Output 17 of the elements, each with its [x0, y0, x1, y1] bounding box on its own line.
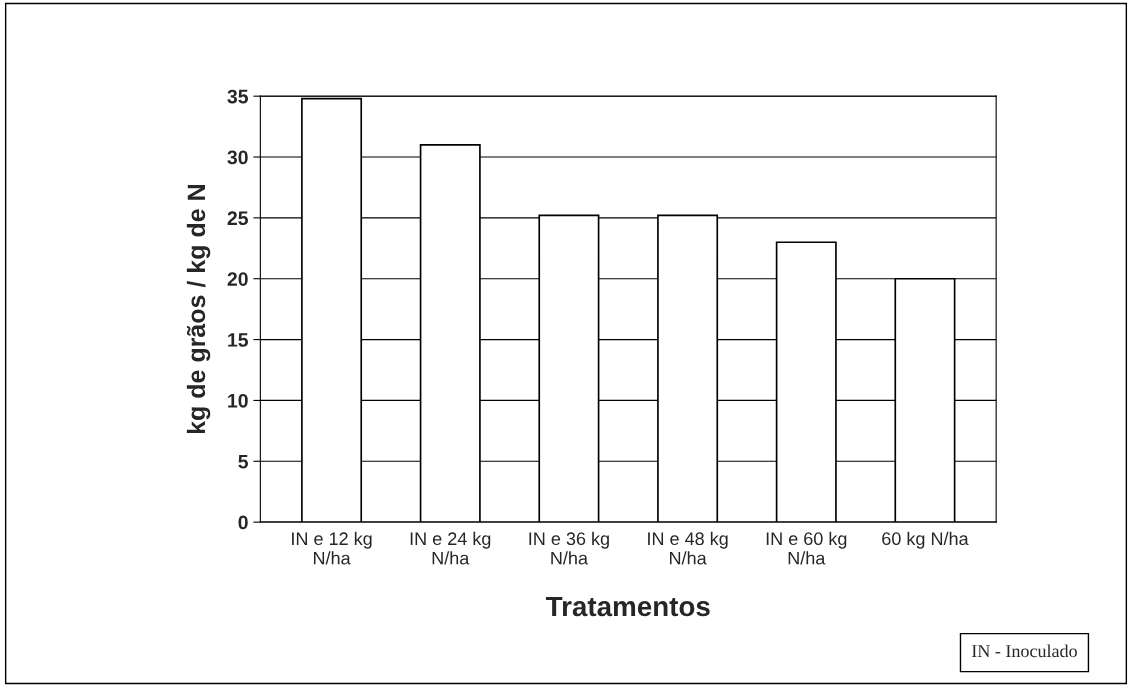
y-tick-label: 15 [228, 333, 249, 347]
y-tick-label: 25 [227, 211, 249, 226]
y-tick-label: 0 [238, 515, 248, 530]
y-tick-label: 35 [227, 89, 249, 104]
x-tick-label: IN e 12 kg N/ha [292, 531, 372, 565]
y-tick-label: 5 [238, 454, 249, 469]
y-tick-label: 30 [227, 150, 248, 165]
y-axis-title: kg de grãos / kg de N [186, 185, 211, 434]
x-axis-title: Tratamentos [545, 596, 710, 617]
y-tick-label: 10 [228, 393, 248, 408]
x-tick-label: IN e 48 kg N/ha [648, 531, 728, 565]
x-tick-label: IN e 24 kg N/ha [410, 531, 491, 565]
text: IN - Inoculado [971, 644, 1077, 658]
x-tick-label: IN e 60 kg N/ha [766, 531, 847, 565]
x-tick-label: IN e 36 kg N/ha [529, 531, 609, 565]
x-tick-label: 60 kg N/ha [882, 531, 969, 549]
y-tick-label: 20 [227, 272, 248, 286]
